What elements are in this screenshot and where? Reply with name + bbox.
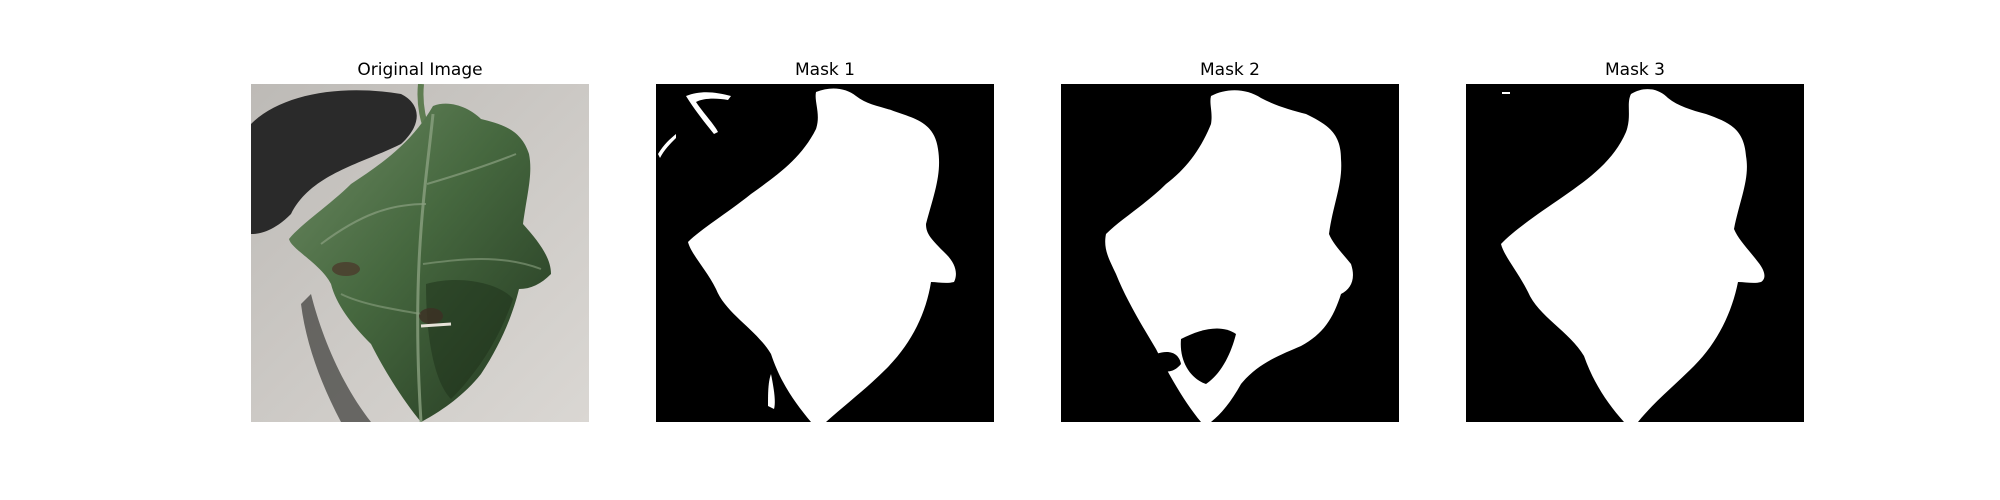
mask-1-image xyxy=(656,84,994,422)
mask-3-image xyxy=(1466,84,1804,422)
panel-title: Mask 1 xyxy=(794,60,855,80)
panel-title: Mask 3 xyxy=(1604,60,1665,80)
panel-mask-2: Mask 2 xyxy=(1061,0,1399,500)
panel-mask-1: Mask 1 xyxy=(656,0,994,500)
original-leaf-image xyxy=(251,84,589,422)
panel-title: Original Image xyxy=(357,60,483,80)
panel-original-image: Original Image xyxy=(251,0,589,500)
panel-mask-3: Mask 3 xyxy=(1466,0,1804,500)
panel-title: Mask 2 xyxy=(1199,60,1260,80)
mask-2-image xyxy=(1061,84,1399,422)
